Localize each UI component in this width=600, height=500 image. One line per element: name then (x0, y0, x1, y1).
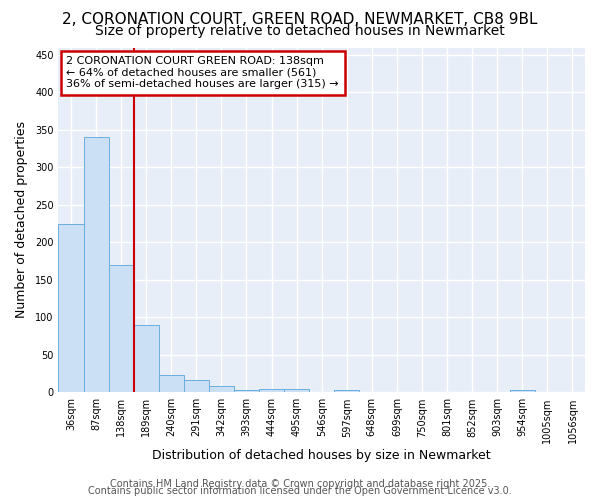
Bar (334, 390, 359, 392)
Bar (209, 386, 234, 392)
Bar (109, 265, 134, 392)
Bar (159, 375, 184, 392)
Bar (510, 390, 535, 392)
Bar (83, 138, 109, 392)
Text: Contains public sector information licensed under the Open Government Licence v3: Contains public sector information licen… (88, 486, 512, 496)
Bar (259, 388, 284, 392)
Text: 2, CORONATION COURT, GREEN ROAD, NEWMARKET, CB8 9BL: 2, CORONATION COURT, GREEN ROAD, NEWMARK… (62, 12, 538, 28)
X-axis label: Distribution of detached houses by size in Newmarket: Distribution of detached houses by size … (152, 450, 491, 462)
Bar (284, 388, 309, 392)
Text: 2 CORONATION COURT GREEN ROAD: 138sqm
← 64% of detached houses are smaller (561): 2 CORONATION COURT GREEN ROAD: 138sqm ← … (67, 56, 339, 90)
Y-axis label: Number of detached properties: Number of detached properties (15, 122, 28, 318)
Bar (234, 390, 259, 392)
Text: Contains HM Land Registry data © Crown copyright and database right 2025.: Contains HM Land Registry data © Crown c… (110, 479, 490, 489)
Text: Size of property relative to detached houses in Newmarket: Size of property relative to detached ho… (95, 24, 505, 38)
Bar (184, 380, 209, 392)
Bar (134, 325, 159, 392)
Bar (58, 224, 83, 392)
